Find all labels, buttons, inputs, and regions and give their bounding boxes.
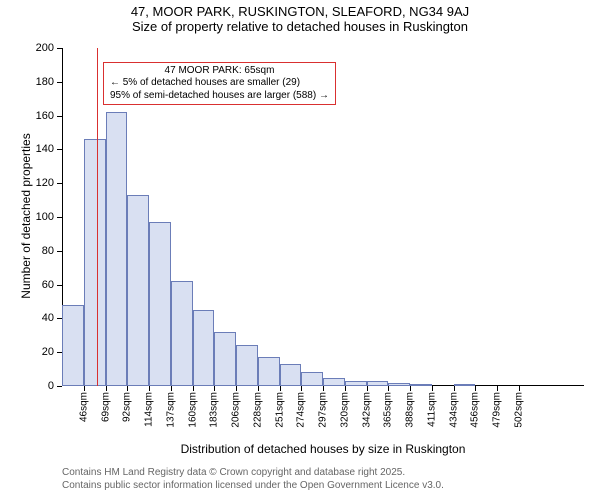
x-axis-label: Distribution of detached houses by size … (62, 442, 584, 456)
histogram-bar (236, 345, 258, 386)
histogram-bar (454, 384, 476, 386)
footer-line-1: Contains HM Land Registry data © Crown c… (62, 466, 444, 479)
histogram-bar (367, 381, 389, 386)
xtick-label: 137sqm (165, 392, 176, 428)
xtick (258, 386, 259, 391)
xtick-label: 92sqm (122, 392, 133, 422)
xtick-label: 114sqm (144, 392, 155, 427)
marker-line-2: 95% of semi-detached houses are larger (… (110, 90, 329, 103)
histogram-bar (127, 195, 149, 386)
ytick-label: 80 (42, 245, 54, 257)
marker-annotation: 47 MOOR PARK: 65sqm← 5% of detached hous… (103, 62, 336, 106)
chart-title-main: 47, MOOR PARK, RUSKINGTON, SLEAFORD, NG3… (0, 4, 600, 19)
xtick-label: 365sqm (383, 392, 394, 428)
xtick (323, 386, 324, 391)
xtick-label: 434sqm (448, 392, 459, 428)
histogram-bar (258, 357, 280, 386)
ytick (57, 116, 62, 117)
xtick (214, 386, 215, 391)
footer-line-2: Contains public sector information licen… (62, 479, 444, 492)
histogram-bar (84, 139, 106, 386)
ytick (57, 183, 62, 184)
y-axis-label: Number of detached properties (19, 116, 33, 316)
histogram-bar (345, 381, 367, 386)
marker-title: 47 MOOR PARK: 65sqm (110, 65, 329, 78)
ytick (57, 285, 62, 286)
ytick-label: 0 (48, 380, 54, 392)
ytick-label: 140 (36, 143, 54, 155)
xtick (301, 386, 302, 391)
ytick-label: 160 (36, 110, 54, 122)
histogram-bar (62, 305, 84, 386)
xtick-label: 160sqm (187, 392, 198, 428)
xtick (280, 386, 281, 391)
xtick-label: 502sqm (513, 392, 524, 428)
xtick (127, 386, 128, 391)
xtick (475, 386, 476, 391)
ytick-label: 20 (42, 346, 54, 358)
xtick-label: 69sqm (100, 392, 111, 422)
xtick-label: 388sqm (405, 392, 416, 428)
xtick-label: 274sqm (296, 392, 307, 428)
histogram-bar (106, 112, 128, 386)
ytick-label: 200 (36, 42, 54, 54)
histogram-bar (388, 383, 410, 386)
histogram-bar (280, 364, 302, 386)
xtick (367, 386, 368, 391)
ytick-label: 100 (36, 211, 54, 223)
histogram-bar (323, 378, 345, 386)
xtick-label: 456sqm (470, 392, 481, 428)
ytick (57, 48, 62, 49)
histogram-bar (410, 384, 432, 386)
xtick-label: 411sqm (426, 392, 437, 427)
marker-line-1: ← 5% of detached houses are smaller (29) (110, 77, 329, 90)
xtick (388, 386, 389, 391)
xtick-label: 320sqm (339, 392, 350, 428)
xtick (454, 386, 455, 391)
xtick (236, 386, 237, 391)
plot-area: 02040608010012014016018020046sqm69sqm92s… (62, 48, 584, 386)
xtick-label: 251sqm (274, 392, 285, 428)
xtick-label: 183sqm (209, 392, 220, 428)
histogram-bar (214, 332, 236, 386)
xtick (84, 386, 85, 391)
ytick-label: 60 (42, 279, 54, 291)
ytick (57, 251, 62, 252)
xtick-label: 46sqm (78, 392, 89, 422)
xtick (193, 386, 194, 391)
xtick-label: 206sqm (231, 392, 242, 428)
ytick-label: 40 (42, 312, 54, 324)
xtick-label: 228sqm (252, 392, 263, 428)
ytick-label: 120 (36, 177, 54, 189)
histogram-bar (301, 372, 323, 386)
ytick (57, 149, 62, 150)
histogram-bar (193, 310, 215, 386)
xtick (497, 386, 498, 391)
footer-credits: Contains HM Land Registry data © Crown c… (62, 466, 444, 492)
xtick (519, 386, 520, 391)
xtick (106, 386, 107, 391)
xtick (149, 386, 150, 391)
ytick (57, 82, 62, 83)
xtick (410, 386, 411, 391)
histogram-bar (171, 281, 193, 386)
xtick (345, 386, 346, 391)
ytick (57, 217, 62, 218)
xtick-label: 297sqm (318, 392, 329, 428)
ytick (57, 386, 62, 387)
ytick-label: 180 (36, 76, 54, 88)
marker-line (97, 48, 98, 386)
chart-title-sub: Size of property relative to detached ho… (0, 19, 600, 34)
xtick (432, 386, 433, 391)
xtick-label: 479sqm (492, 392, 503, 428)
xtick (171, 386, 172, 391)
xtick-label: 342sqm (361, 392, 372, 428)
histogram-bar (149, 222, 171, 386)
